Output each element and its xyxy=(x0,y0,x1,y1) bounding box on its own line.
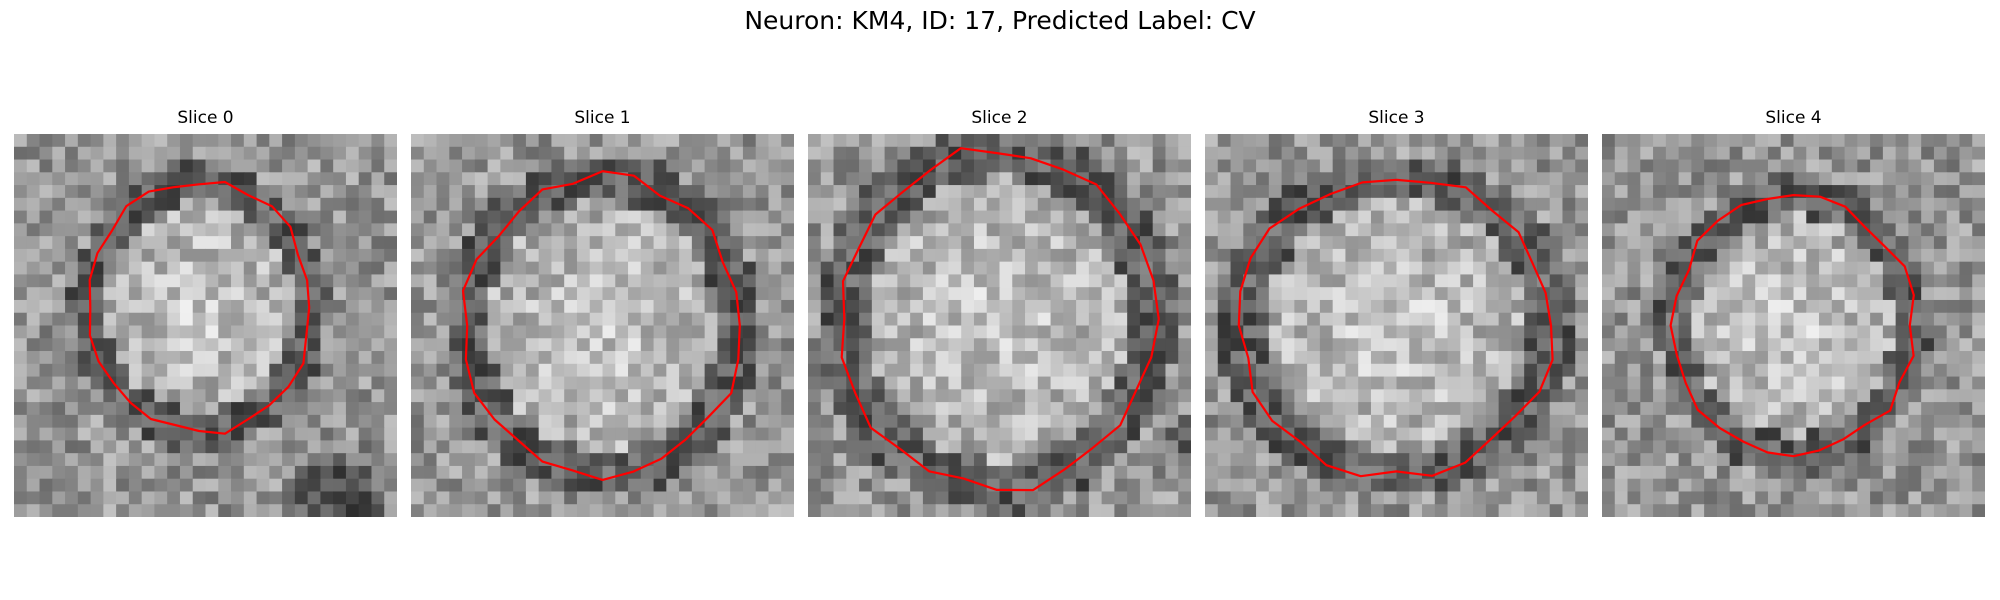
slice-panel-4: Slice 4 xyxy=(1602,108,1985,538)
slice-image xyxy=(1205,134,1588,517)
slice-title: Slice 3 xyxy=(1205,108,1588,128)
slice-title: Slice 4 xyxy=(1602,108,1985,128)
slice-panel-3: Slice 3 xyxy=(1205,108,1588,538)
slice-title: Slice 2 xyxy=(808,108,1191,128)
figure-title: Neuron: KM4, ID: 17, Predicted Label: CV xyxy=(0,6,2000,35)
slice-panel-1: Slice 1 xyxy=(411,108,794,538)
slice-image xyxy=(808,134,1191,517)
slice-panel-2: Slice 2 xyxy=(808,108,1191,538)
slice-image xyxy=(14,134,397,517)
slice-title: Slice 0 xyxy=(14,108,397,128)
slice-image xyxy=(411,134,794,517)
slice-panel-0: Slice 0 xyxy=(14,108,397,538)
slice-image xyxy=(1602,134,1985,517)
slice-title: Slice 1 xyxy=(411,108,794,128)
